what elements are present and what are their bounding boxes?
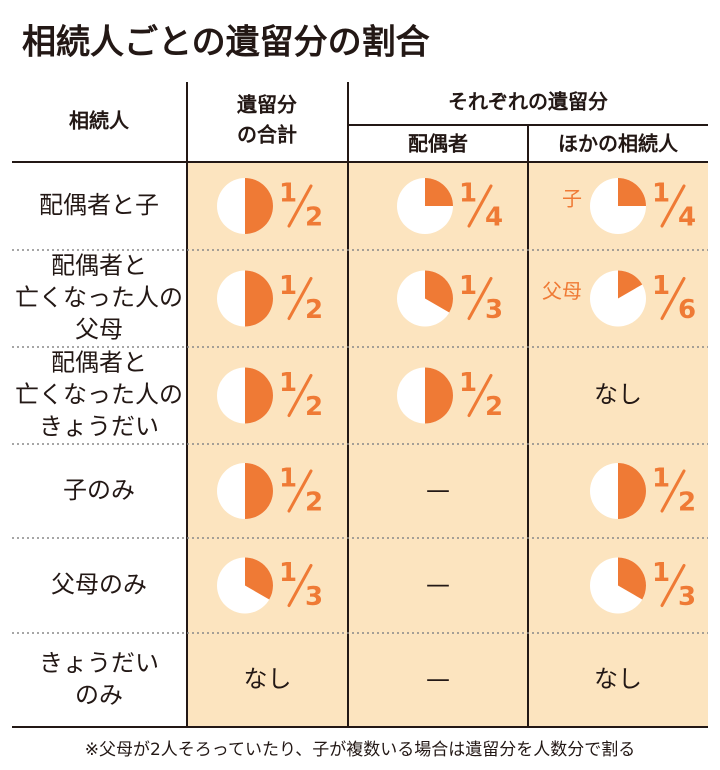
fraction-numerator: 1: [279, 271, 297, 301]
pie-wedge: [425, 178, 453, 206]
pie-wedge: [618, 270, 643, 299]
header-total: の合計: [237, 123, 297, 147]
heir-label: 配偶者と: [51, 349, 147, 377]
heir-label: 配偶者と子: [39, 191, 159, 219]
pie-wedge: [618, 557, 647, 600]
fraction-denominator: 2: [678, 488, 696, 518]
header-spouse: 配偶者: [408, 132, 468, 156]
fraction-slash: [287, 184, 313, 228]
heir-label: 亡くなった人の: [15, 381, 183, 409]
heir-label: のみ: [75, 681, 123, 709]
heir-label: 亡くなった人の: [15, 284, 183, 312]
heir-label: 父母のみ: [51, 571, 147, 599]
title: 相続人ごとの遺留分の割合: [22, 23, 430, 63]
fraction-numerator: 1: [652, 179, 670, 209]
fraction-denominator: 3: [485, 295, 503, 325]
header-other: ほかの相続人: [558, 132, 679, 156]
fraction-numerator: 1: [652, 464, 670, 494]
fraction-slash: [287, 374, 313, 417]
cell-text: なし: [594, 381, 642, 409]
fraction-denominator: 4: [485, 203, 503, 233]
fraction-denominator: 4: [678, 203, 696, 233]
pie-prefix: 父母: [542, 279, 582, 303]
heir-label: きょうだい: [39, 649, 159, 677]
fraction-numerator: 1: [459, 368, 477, 398]
fraction-denominator: 2: [305, 203, 323, 233]
pie-wedge: [245, 367, 273, 424]
fraction-slash: [287, 564, 313, 607]
fraction-numerator: 1: [279, 464, 297, 494]
fraction-slash: [467, 184, 493, 228]
fraction-slash: [287, 469, 313, 513]
fraction-numerator: 1: [652, 558, 670, 588]
fraction-slash: [287, 277, 313, 320]
fraction-denominator: 6: [678, 295, 696, 325]
fraction-numerator: 1: [459, 179, 477, 209]
fraction-numerator: 1: [279, 179, 297, 209]
pie-prefix: 子: [562, 187, 582, 211]
header-heir: 相続人: [69, 109, 130, 133]
pie-wedge: [245, 557, 274, 600]
cell-text: —: [426, 665, 450, 693]
heir-label: 配偶者と: [51, 252, 147, 280]
cell-text: なし: [244, 665, 292, 693]
fraction-denominator: 2: [485, 392, 503, 422]
fraction-slash: [660, 469, 686, 513]
cell-text: —: [426, 476, 450, 504]
fraction-denominator: 2: [305, 488, 323, 518]
fraction-numerator: 1: [459, 271, 477, 301]
fraction-denominator: 3: [678, 582, 696, 612]
heir-label: 子のみ: [63, 476, 135, 504]
header-group: それぞれの遺留分: [448, 90, 608, 114]
table-lines: [12, 82, 708, 728]
fraction-slash: [467, 374, 493, 417]
fraction-numerator: 1: [652, 271, 670, 301]
fraction-slash: [660, 184, 686, 228]
fraction-numerator: 1: [279, 368, 297, 398]
fraction-slash: [467, 277, 493, 320]
pie-wedge: [425, 367, 453, 424]
cell-text: —: [426, 571, 450, 599]
fraction-denominator: 2: [305, 392, 323, 422]
heir-label: 父母: [75, 316, 123, 344]
header-total: 遺留分: [237, 93, 297, 117]
fraction-numerator: 1: [279, 558, 297, 588]
fraction-slash: [660, 277, 686, 320]
fraction-denominator: 3: [305, 582, 323, 612]
pie-wedge: [618, 178, 646, 206]
pie-wedge: [245, 270, 273, 327]
pie-wedge: [618, 463, 646, 519]
fraction-denominator: 2: [305, 295, 323, 325]
cell-text: なし: [594, 665, 642, 693]
footnote: ※父母が2人そろっていたり、子が複数いる場合は遺留分を人数分で割る: [85, 740, 636, 760]
pie-wedge: [245, 178, 273, 234]
pie-wedge: [245, 463, 273, 519]
fraction-slash: [660, 564, 686, 607]
heir-label: きょうだい: [39, 413, 159, 441]
pie-wedge: [425, 270, 453, 313]
